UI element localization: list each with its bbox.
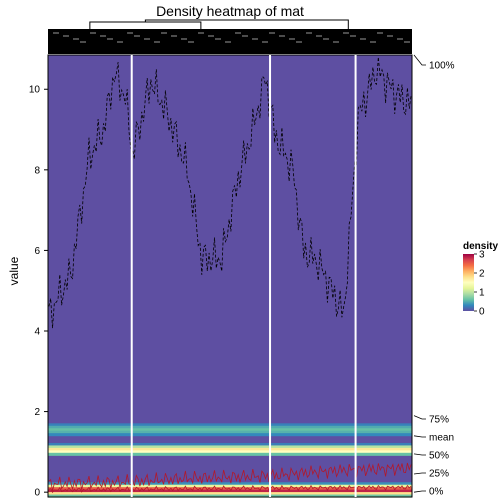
density-band-cell [48, 447, 412, 451]
density-band-cell [48, 442, 412, 447]
legend-tick-label: 2 [479, 269, 485, 280]
quantile-connector [413, 415, 426, 420]
density-band-cell [48, 489, 412, 493]
density-band-cell [48, 430, 412, 434]
y-axis-title: value [7, 256, 21, 285]
quantile-label: mean [429, 433, 454, 444]
legend-tick-label: 0 [479, 307, 485, 318]
density-band-cell [48, 425, 412, 429]
quantile-label: 100% [429, 61, 455, 72]
y-tick-label: 8 [34, 165, 40, 176]
density-band-cell [48, 428, 412, 432]
density-band-cell [48, 494, 412, 498]
y-tick-label: 10 [29, 85, 41, 96]
quantile-connector [413, 490, 426, 493]
density-band-cell [48, 492, 412, 496]
heatmap-border [47, 54, 413, 498]
legend-tick-label: 3 [479, 250, 485, 261]
column-split-lines [130, 55, 357, 497]
y-tick-label: 0 [34, 488, 40, 499]
quantile-label: 0% [429, 487, 444, 498]
y-tick-label: 6 [34, 246, 40, 257]
quantile-label: 75% [429, 415, 449, 426]
q50-profile-line [48, 484, 412, 494]
quantile-connector [413, 472, 426, 475]
y-tick-label: 2 [34, 407, 40, 418]
legend-color-bar [463, 254, 474, 311]
max-profile-line [48, 56, 412, 329]
density-legend: density 0 1 2 3 [463, 241, 498, 318]
density-band-cell [48, 452, 412, 456]
heatmap-body [47, 54, 413, 498]
density-band-cell [48, 484, 412, 488]
density-band-cell [48, 450, 412, 454]
quantile-annotations: 100% 75% mean 50% 25% 0% [413, 54, 455, 498]
y-axis: 0 2 4 6 8 10 [29, 85, 48, 499]
density-band-cell [48, 423, 412, 427]
legend-title: density [463, 241, 498, 252]
chart-title: Density heatmap of mat [156, 3, 304, 19]
q75-profile-line [48, 462, 412, 491]
density-band-cell [48, 482, 412, 486]
quantile-label: 25% [429, 469, 449, 480]
quantile-label: 50% [429, 451, 449, 462]
legend-tick-label: 1 [479, 288, 485, 299]
density-band-cell [48, 445, 412, 449]
density-band-cell [48, 433, 412, 437]
column-dendrogram [48, 19, 412, 54]
quantile-connector [413, 54, 426, 66]
quantile-connector [413, 453, 426, 456]
y-tick-label: 4 [34, 326, 40, 337]
profile-lines [48, 56, 412, 494]
quantile-connector [413, 435, 426, 438]
